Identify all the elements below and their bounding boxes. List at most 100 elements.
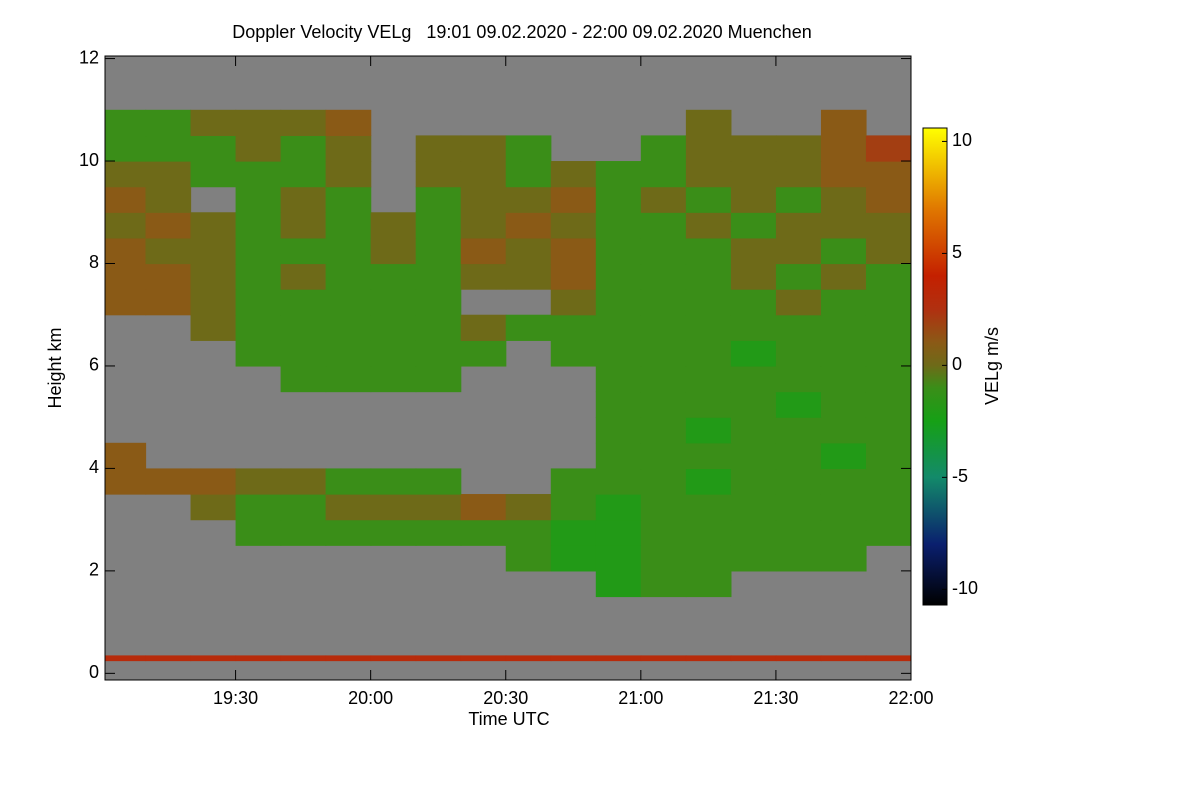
heatmap-cell <box>280 340 327 367</box>
heatmap-cell <box>235 212 282 239</box>
heatmap-cell <box>105 289 147 316</box>
heatmap-cell <box>730 545 777 572</box>
heatmap-cell <box>235 186 282 213</box>
heatmap-cell <box>730 442 777 470</box>
heatmap-cell <box>505 263 552 290</box>
heatmap-cell <box>370 289 417 316</box>
heatmap-cell <box>415 135 462 162</box>
heatmap-cell <box>325 186 372 213</box>
heatmap-cell <box>235 314 282 341</box>
axes: 19:30 20:00 20:30 21:00 21:30 22:00 0 2 4 6 8 10 12 -… <box>79 47 978 707</box>
heatmap-cell <box>145 135 192 162</box>
heatmap-cell <box>865 442 911 470</box>
heatmap-cell <box>685 545 732 572</box>
plot-frame <box>104 55 912 681</box>
heatmap-cell <box>460 314 507 341</box>
heatmap-cell <box>325 655 372 662</box>
heatmap-cell <box>865 212 911 239</box>
heatmap-cell <box>775 655 822 662</box>
heatmap-cell <box>415 314 462 341</box>
heatmap-cell <box>145 186 192 213</box>
heatmap-cell <box>775 494 822 521</box>
heatmap-cell <box>415 494 462 521</box>
heatmap-cell <box>370 314 417 341</box>
heatmap-cell <box>505 237 552 265</box>
heatmap-cell <box>595 468 642 495</box>
heatmap-cell <box>640 212 687 239</box>
heatmap-cell <box>640 417 687 444</box>
heatmap-cell <box>865 468 911 495</box>
heatmap-cell <box>460 212 507 239</box>
heatmap-cell <box>505 186 552 213</box>
heatmap-cell <box>550 289 597 316</box>
heatmap-cell <box>325 314 372 341</box>
chart-title: Doppler Velocity VELg 19:01 09.02.2020 -… <box>232 22 811 42</box>
heatmap-cell <box>550 212 597 239</box>
heatmap-cell <box>190 494 237 521</box>
y-tick-label: 12 <box>79 47 99 67</box>
heatmap-cell <box>370 237 417 265</box>
heatmap-cell <box>550 263 597 290</box>
heatmap-cell <box>865 314 911 341</box>
heatmap-cell <box>685 289 732 316</box>
heatmap-cell <box>775 135 822 162</box>
heatmap-cell <box>865 494 911 521</box>
heatmap-cell <box>730 263 777 290</box>
heatmap-cell <box>640 468 687 495</box>
heatmap-cell <box>820 494 867 521</box>
heatmap-cell <box>280 494 327 521</box>
heatmap-cell <box>685 186 732 213</box>
heatmap-cell <box>190 263 237 290</box>
colorbar-tick-label: -5 <box>952 466 968 486</box>
y-tick-label: 4 <box>89 457 99 477</box>
y-axis-label: Height km <box>45 327 65 408</box>
heatmap-cell <box>415 186 462 213</box>
heatmap-cell <box>370 340 417 367</box>
heatmap-cell <box>105 468 147 495</box>
heatmap-cell <box>145 263 192 290</box>
heatmap-cell <box>775 237 822 265</box>
heatmap-cell <box>865 237 911 265</box>
heatmap-cell <box>820 109 867 137</box>
heatmap-cell <box>820 468 867 495</box>
heatmap-cell <box>280 365 327 393</box>
heatmap-cell <box>730 417 777 444</box>
heatmap-cell <box>685 442 732 470</box>
heatmap-cell <box>595 570 642 598</box>
heatmap-cell <box>505 135 552 162</box>
heatmap-cell <box>190 655 237 662</box>
heatmap-cell <box>865 289 911 316</box>
colorbar-tick-label: -10 <box>952 578 978 598</box>
heatmap-cell <box>505 161 552 188</box>
heatmap-cell <box>550 519 597 546</box>
heatmap-cell <box>775 442 822 470</box>
heatmap-cell <box>775 468 822 495</box>
heatmap-cell <box>370 468 417 495</box>
heatmap-cell <box>235 237 282 265</box>
y-tick-label: 8 <box>89 252 99 272</box>
heatmap-cell <box>685 263 732 290</box>
heatmap-cell <box>325 365 372 393</box>
heatmap-cell <box>775 212 822 239</box>
heatmap-cell <box>235 263 282 290</box>
heatmap-cell <box>415 161 462 188</box>
heatmap-cell <box>595 340 642 367</box>
heatmap-cell <box>595 391 642 418</box>
heatmap-cell <box>190 212 237 239</box>
heatmap-cell <box>235 494 282 521</box>
heatmap-cell <box>820 655 867 662</box>
heatmap-cell <box>640 314 687 341</box>
heatmap-cell <box>105 135 147 162</box>
heatmap-cell <box>865 519 911 546</box>
heatmap-cell <box>820 212 867 239</box>
heatmap-cell <box>280 212 327 239</box>
heatmap-cell <box>730 161 777 188</box>
x-tick-label: 19:30 <box>213 688 258 708</box>
heatmap-cell <box>865 417 911 444</box>
y-tick-label: 2 <box>89 560 99 580</box>
heatmap-cell <box>550 468 597 495</box>
heatmap-cell <box>640 442 687 470</box>
heatmap-cell <box>280 237 327 265</box>
